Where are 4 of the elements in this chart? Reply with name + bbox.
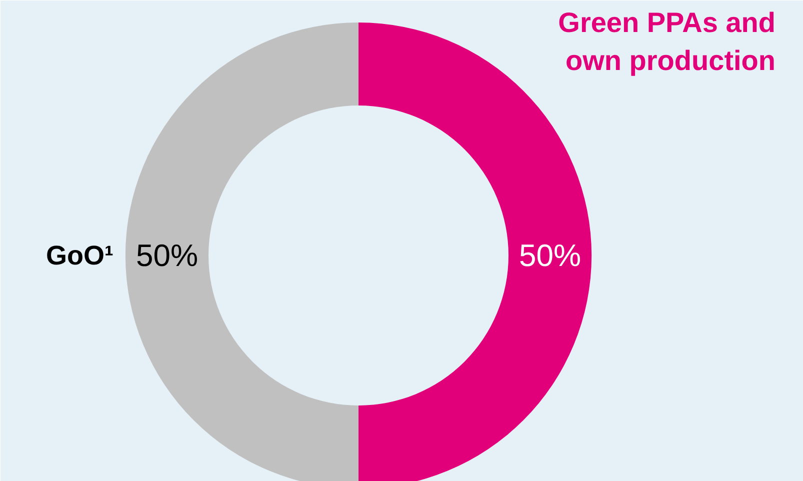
slice-label: GoO¹ [46, 240, 114, 270]
slice-label: Green PPAs and own production [558, 7, 776, 76]
data-label: 50% [518, 238, 582, 273]
data-label: 50% [136, 238, 198, 273]
